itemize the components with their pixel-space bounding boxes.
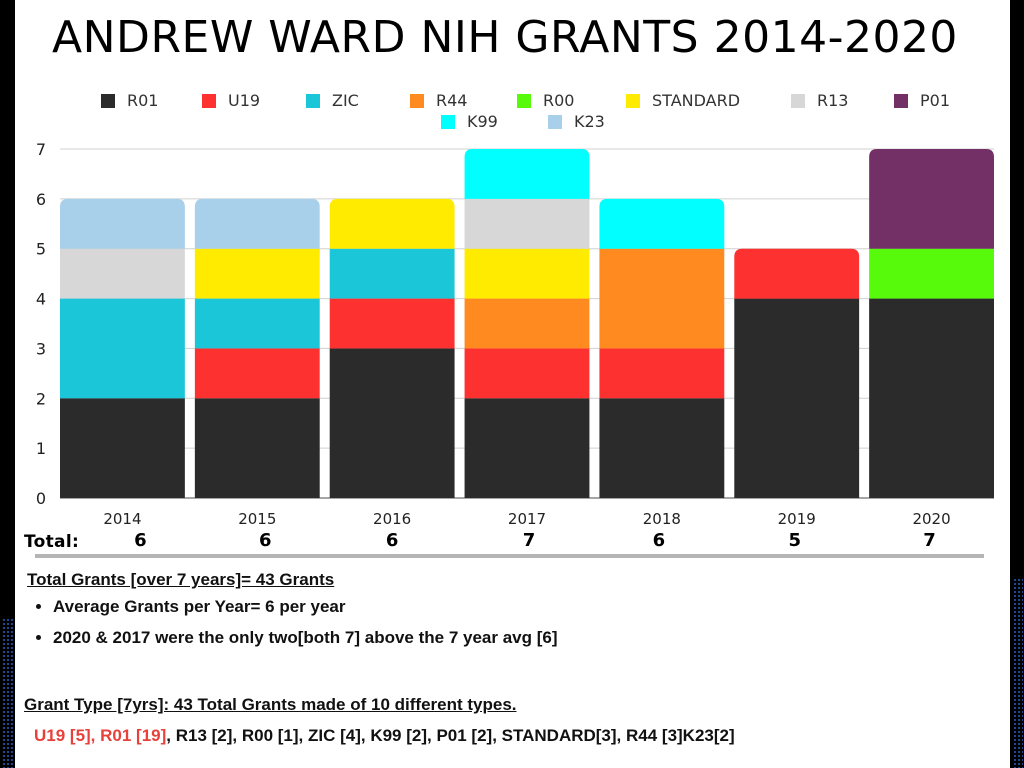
legend-item-zic: ZIC [306, 91, 359, 110]
legend-item-r00: R00 [517, 91, 574, 110]
legend-item-r01: R01 [101, 91, 158, 110]
legend-item-r13: R13 [791, 91, 848, 110]
total-value: 6 [385, 530, 399, 551]
bar-segment-zic-2014 [60, 298, 185, 399]
legend-label: STANDARD [652, 91, 741, 110]
y-axis-ticks: 0 1 2 3 4 5 6 7 [36, 140, 46, 508]
total-value: 6 [259, 530, 272, 551]
bar-segment-k99-2017 [464, 149, 590, 199]
y-tick-label: 5 [36, 240, 46, 259]
bar-segment-r44-2017 [464, 298, 590, 349]
legend-label: K99 [467, 112, 498, 131]
stacked-bar-chart: 0 1 2 3 4 5 6 7 2014 2015 2016 2017 2018 2019 2020 [36, 140, 994, 528]
total-value: 7 [923, 530, 936, 551]
bar-segment-u19-2015 [194, 348, 320, 399]
left-border-strip [0, 0, 15, 768]
x-tick-label: 2018 [643, 510, 681, 528]
x-tick-label: 2015 [238, 510, 276, 528]
legend-item-standard: STANDARD [626, 91, 740, 110]
bar-segment-r00-2020 [869, 248, 994, 299]
legend-label: U19 [228, 91, 261, 110]
bar-segment-u19-2017 [464, 348, 590, 399]
y-tick-label: 3 [36, 339, 46, 358]
summary-bullet: Average Grants per Year= 6 per year [53, 596, 558, 617]
total-value: 6 [134, 530, 147, 551]
legend-label: R44 [436, 91, 468, 110]
bar-segment-zic-2015 [194, 298, 320, 349]
legend-swatch [441, 114, 455, 129]
grant-types-heading: Grant Type [7yrs]: 43 Total Grants made … [24, 695, 517, 714]
legend-swatch [894, 93, 908, 108]
divider-line [35, 554, 984, 558]
x-tick-label: 2014 [103, 510, 141, 528]
summary-heading: Total Grants [over 7 years]= 43 Grants [27, 570, 335, 589]
bar-segment-r01-2019 [734, 298, 860, 498]
legend-label: R00 [543, 91, 575, 110]
total-value: 5 [788, 530, 801, 551]
bar-segment-standard-2015 [194, 248, 320, 299]
legend-swatch [626, 93, 640, 108]
bar-segment-r01-2014 [60, 398, 185, 498]
bar-segment-standard-2017 [464, 248, 590, 299]
summary-bullet: 2020 & 2017 were the only two[both 7] ab… [53, 627, 558, 648]
bar-segment-r01-2015 [194, 398, 320, 498]
x-tick-label: 2020 [912, 510, 950, 528]
chart-title: ANDREW WARD NIH GRANTS 2014-2020 [52, 12, 958, 63]
legend-item-u19: U19 [202, 91, 260, 110]
bar-segment-k23-2015 [194, 198, 320, 249]
total-value: 6 [652, 530, 666, 551]
bar-segment-k99-2018 [599, 198, 725, 249]
decorative-dots [2, 618, 14, 768]
legend-item-p01: P01 [894, 91, 950, 110]
bar-segment-r13-2014 [60, 248, 185, 299]
y-tick-label: 6 [36, 190, 46, 209]
y-tick-label: 4 [36, 290, 46, 309]
legend-swatch [101, 93, 115, 108]
legend-label: R13 [817, 91, 849, 110]
legend-swatch [202, 93, 216, 108]
bar-segment-r01-2017 [464, 398, 590, 498]
grant-types-rest: , R13 [2], R00 [1], ZIC [4], K99 [2], P0… [166, 726, 735, 745]
y-tick-label: 0 [36, 489, 46, 508]
legend-item-r44: R44 [410, 91, 467, 110]
bar-segment-u19-2019 [734, 248, 860, 299]
bar-segment-r01-2016 [329, 348, 455, 498]
bar-segment-r01-2018 [599, 398, 725, 498]
bar-segment-r13-2017 [464, 198, 590, 249]
y-tick-label: 2 [36, 389, 46, 408]
grant-types-breakdown: U19 [5], R01 [19], R13 [2], R00 [1], ZIC… [34, 726, 735, 746]
grant-types-highlighted: U19 [5], R01 [19] [34, 726, 167, 745]
legend-swatch [306, 93, 320, 108]
legend-swatch [517, 93, 531, 108]
legend-item-k23: K23 [548, 112, 605, 131]
totals-label: Total: [24, 532, 80, 552]
x-tick-label: 2019 [778, 510, 816, 528]
legend-label: R01 [127, 91, 159, 110]
bar-segment-r44-2018 [599, 248, 725, 349]
y-tick-label: 7 [36, 140, 46, 159]
decorative-dots [1013, 578, 1023, 768]
legend-item-k99: K99 [441, 112, 498, 131]
bar-segment-r01-2020 [869, 298, 994, 498]
summary-bullets: Average Grants per Year= 6 per year 2020… [33, 596, 558, 658]
bars [60, 149, 994, 498]
legend-label: K23 [574, 112, 605, 131]
bar-segment-u19-2016 [329, 298, 455, 349]
y-tick-label: 1 [36, 439, 46, 458]
bar-segment-standard-2016 [329, 198, 455, 249]
x-tick-label: 2016 [373, 510, 411, 528]
total-value: 7 [522, 530, 536, 551]
bar-segment-zic-2016 [329, 248, 455, 299]
legend-swatch [791, 93, 805, 108]
legend-swatch [410, 93, 424, 108]
legend-label: ZIC [332, 91, 359, 110]
x-tick-label: 2017 [508, 510, 546, 528]
bar-segment-u19-2018 [599, 348, 725, 399]
legend-label: P01 [920, 91, 951, 110]
right-border-strip [1010, 0, 1024, 768]
bar-segment-k23-2014 [60, 198, 185, 249]
legend-swatch [548, 114, 562, 129]
x-axis-ticks: 2014 2015 2016 2017 2018 2019 2020 [103, 510, 950, 528]
bar-segment-p01-2020 [869, 149, 994, 249]
